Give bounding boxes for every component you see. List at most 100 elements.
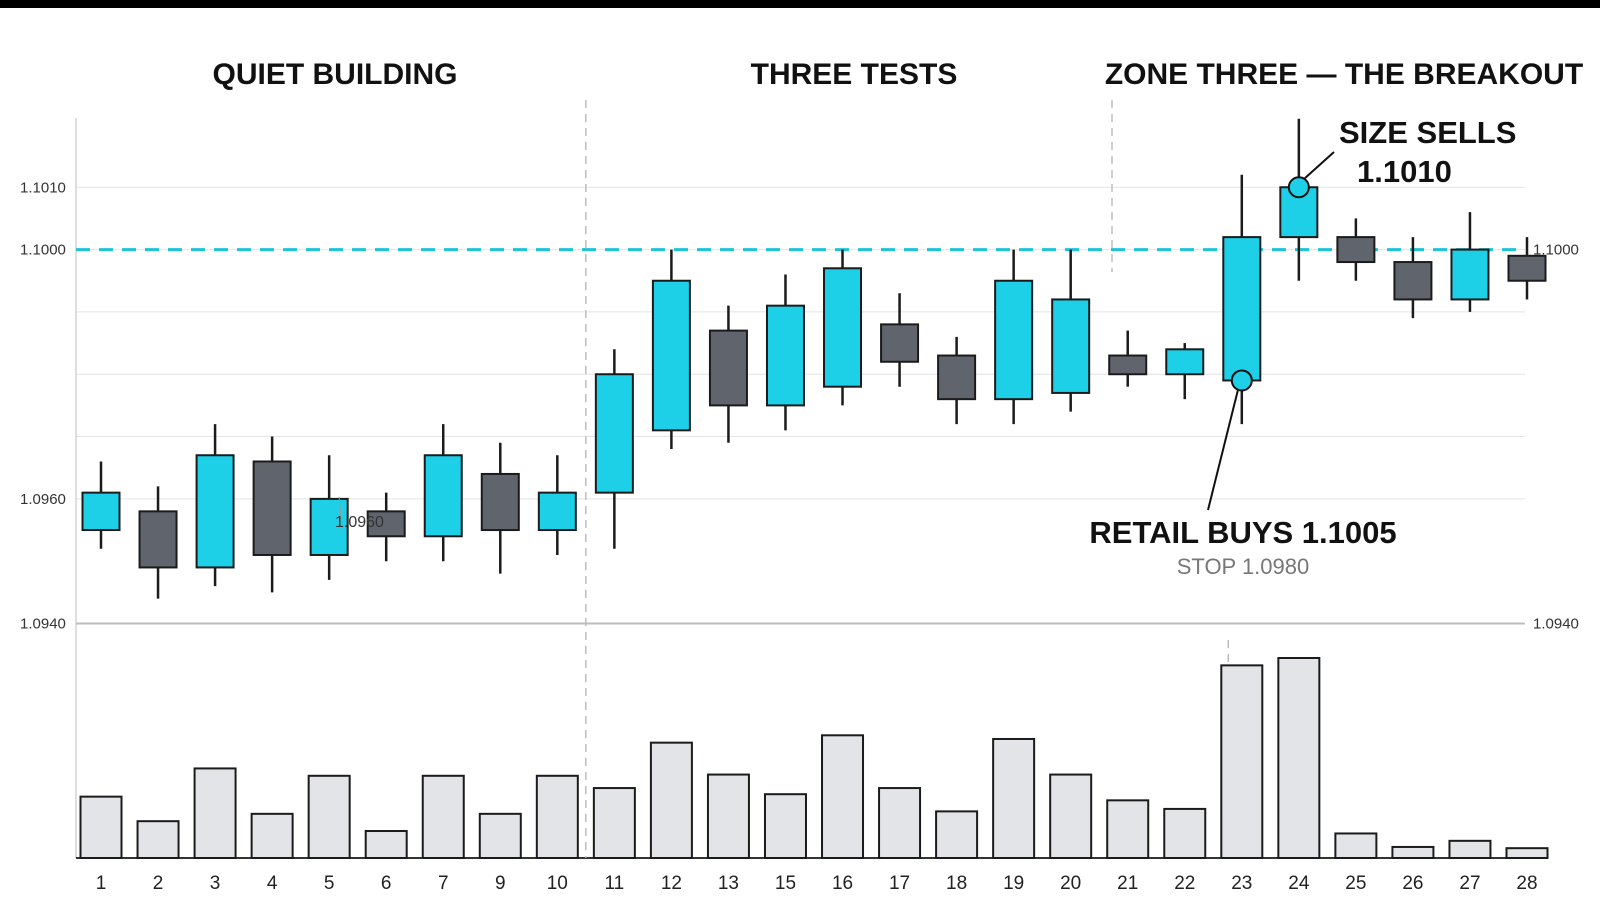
x-axis-labels: 1 2 3 4 5 6 7 9 10 11 12 13 15 16 17 18 19 20 21 22 23 24 25 26… bbox=[96, 873, 1538, 894]
size-sells-marker bbox=[1287, 176, 1310, 199]
x-tick-label: 27 bbox=[1459, 873, 1480, 894]
x-tick-label: 19 bbox=[1003, 873, 1024, 894]
candle bbox=[366, 492, 406, 562]
candle bbox=[594, 349, 634, 549]
candle bbox=[1108, 330, 1148, 387]
volume-bar bbox=[478, 812, 522, 860]
small-price-leader bbox=[338, 496, 343, 531]
candle-body bbox=[423, 454, 463, 538]
candle bbox=[1279, 118, 1319, 281]
volume-bar bbox=[421, 774, 465, 859]
candle bbox=[81, 461, 121, 549]
candle bbox=[937, 336, 977, 425]
zone-title-quiet-building: QUIET BUILDING bbox=[213, 58, 458, 91]
candle-body bbox=[252, 460, 292, 556]
candle-body bbox=[81, 491, 121, 532]
x-tick-label: 6 bbox=[381, 873, 392, 894]
candle-body bbox=[708, 329, 748, 407]
candle-body bbox=[366, 510, 406, 538]
candle bbox=[1165, 343, 1205, 400]
x-tick-label: 5 bbox=[324, 873, 335, 894]
x-tick-label: 1 bbox=[96, 873, 107, 894]
candle bbox=[1507, 237, 1547, 300]
candle-body bbox=[537, 491, 577, 532]
candle-body bbox=[1336, 236, 1376, 264]
x-tick-label: 22 bbox=[1174, 873, 1195, 894]
candle-body bbox=[823, 267, 863, 388]
size-sells-leader bbox=[1304, 151, 1335, 179]
volume-bars bbox=[79, 657, 1549, 860]
volume-bar bbox=[1277, 657, 1321, 859]
volume-bar bbox=[1334, 832, 1378, 860]
x-tick-label: 17 bbox=[889, 873, 910, 894]
candle-body bbox=[1222, 236, 1262, 382]
volume-bar bbox=[763, 793, 807, 859]
size-sells-price: 1.1010 bbox=[1357, 154, 1452, 189]
candle-body bbox=[1051, 298, 1091, 394]
x-tick-label: 18 bbox=[946, 873, 967, 894]
zone-titles: QUIET BUILDING THREE TESTS ZONE THREE — … bbox=[213, 58, 1584, 91]
retail-buys-leader bbox=[1207, 390, 1239, 511]
retail-buys-marker bbox=[1230, 369, 1253, 392]
candle-body bbox=[138, 510, 178, 569]
candle-body bbox=[1165, 348, 1205, 376]
price-tick-right: 1.0940 bbox=[1533, 616, 1579, 633]
volume-bar bbox=[1220, 664, 1264, 859]
candle bbox=[138, 486, 178, 599]
top-black-bar bbox=[0, 0, 1600, 8]
candle bbox=[537, 455, 577, 555]
volume-bar bbox=[592, 787, 636, 859]
candle-body bbox=[1450, 248, 1490, 301]
price-tick-left: 1.1000 bbox=[20, 242, 66, 259]
candle bbox=[994, 249, 1034, 425]
x-tick-label: 3 bbox=[210, 873, 221, 894]
x-tick-label: 28 bbox=[1516, 873, 1537, 894]
x-tick-label: 11 bbox=[604, 873, 624, 894]
volume-bar bbox=[364, 830, 408, 860]
candle bbox=[195, 424, 235, 587]
candle-body bbox=[651, 279, 691, 432]
candle-body bbox=[594, 373, 634, 494]
x-tick-label: 10 bbox=[547, 873, 568, 894]
candle bbox=[1393, 237, 1433, 319]
x-tick-label: 4 bbox=[267, 873, 278, 894]
volume-bar bbox=[1505, 847, 1549, 859]
grid-lines bbox=[75, 118, 1545, 859]
x-tick-label: 16 bbox=[832, 873, 853, 894]
x-tick-label: 21 bbox=[1117, 873, 1138, 894]
stop-label: STOP 1.0980 bbox=[1177, 554, 1310, 579]
candle-body bbox=[994, 279, 1034, 401]
candle bbox=[651, 249, 691, 450]
small-price-label: 1.0960 bbox=[335, 514, 384, 531]
candle bbox=[1051, 249, 1091, 412]
candles bbox=[81, 118, 1547, 599]
candle bbox=[480, 442, 520, 574]
candle-body bbox=[1108, 354, 1148, 376]
candle bbox=[1450, 212, 1490, 312]
zone-title-breakout: ZONE THREE — THE BREAKOUT bbox=[1105, 58, 1583, 91]
volume-bar bbox=[878, 787, 922, 859]
x-tick-label: 15 bbox=[775, 873, 796, 894]
volume-bar bbox=[1448, 839, 1492, 859]
candle bbox=[880, 293, 920, 387]
volume-bar bbox=[307, 774, 351, 859]
volume-bar bbox=[535, 774, 579, 859]
zone-title-three-tests: THREE TESTS bbox=[751, 58, 958, 91]
price-tick-left: 1.0940 bbox=[20, 616, 66, 633]
volume-bar bbox=[935, 810, 979, 859]
volume-bar bbox=[250, 812, 294, 860]
candle-body bbox=[480, 472, 520, 532]
volume-bar bbox=[1106, 799, 1150, 860]
x-tick-label: 20 bbox=[1060, 873, 1081, 894]
volume-bar bbox=[79, 795, 123, 860]
x-tick-label: 26 bbox=[1402, 873, 1423, 894]
volume-bar bbox=[706, 773, 750, 859]
volume-bar bbox=[193, 767, 237, 859]
x-tick-label: 13 bbox=[718, 873, 739, 894]
volume-bar bbox=[1049, 773, 1093, 859]
annotations: 1.0960 SIZE SELLS 1.1010 RETAIL BUYS 1.1… bbox=[335, 115, 1516, 579]
x-tick-label: 24 bbox=[1288, 873, 1310, 894]
candle-body bbox=[937, 354, 977, 401]
